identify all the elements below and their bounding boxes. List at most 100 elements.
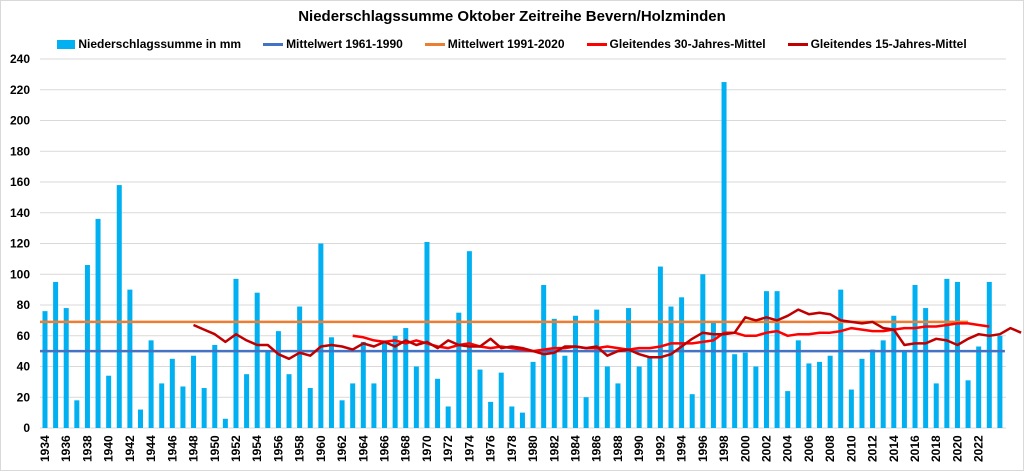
bar-2004 (785, 391, 791, 428)
x-tick-label: 2014 (887, 435, 901, 462)
bar-1972 (445, 406, 451, 428)
bar-1995 (689, 394, 695, 428)
bar-1979 (519, 412, 525, 428)
legend-swatch-bars (57, 39, 76, 49)
moving-average-15yr-line (193, 308, 1022, 361)
bar-2018 (933, 383, 939, 428)
bar-1945 (159, 383, 165, 428)
bar-1966 (382, 340, 388, 428)
bar-2010 (848, 389, 854, 428)
y-tick-label: 220 (10, 83, 30, 97)
x-tick-label: 1956 (271, 435, 285, 462)
chart-legend: Niederschlagssumme in mm Mittelwert 1961… (0, 37, 1024, 51)
legend-item-15yr-moving-average: Gleitendes 15-Jahres-Mittel (787, 37, 967, 51)
x-tick-label: 1992 (653, 435, 667, 462)
y-tick-label: 40 (17, 360, 31, 374)
x-tick-label: 1952 (229, 435, 243, 462)
x-tick-label: 2010 (844, 435, 858, 462)
bar-2012 (870, 349, 876, 428)
bar-1960 (318, 243, 324, 428)
x-tick-label: 1938 (80, 435, 94, 462)
bar-1952 (233, 278, 239, 428)
bar-2009 (838, 289, 844, 428)
bar-1984 (573, 315, 578, 428)
bar-1939 (95, 218, 101, 428)
legend-label: Gleitendes 15-Jahres-Mittel (810, 37, 967, 51)
bar-1954 (254, 292, 260, 428)
bar-1998 (721, 82, 727, 428)
y-tick-label: 100 (10, 267, 30, 281)
x-tick-label: 1982 (547, 435, 561, 462)
x-tick-label: 1986 (590, 435, 604, 462)
bar-1949 (201, 388, 207, 428)
x-tick-label: 1998 (717, 435, 731, 462)
bar-2016 (912, 285, 918, 428)
bar-1938 (84, 265, 90, 428)
legend-label: Mittelwert 1991-2020 (447, 37, 565, 51)
bar-1935 (53, 281, 59, 428)
bar-2000 (742, 352, 748, 428)
bar-1951 (222, 418, 228, 428)
y-tick-label: 140 (10, 206, 30, 220)
x-tick-label: 1966 (378, 435, 392, 462)
bar-2003 (774, 291, 780, 428)
bar-1974 (466, 251, 472, 428)
bar-1983 (562, 355, 568, 428)
x-tick-label: 2006 (802, 435, 816, 462)
bar-1986 (594, 309, 600, 428)
bar-1937 (74, 400, 80, 428)
y-tick-label: 120 (10, 237, 30, 251)
x-tick-label: 2018 (929, 435, 943, 462)
x-tick-label: 1984 (569, 435, 583, 462)
y-tick-label: 160 (10, 175, 30, 189)
y-tick-label: 180 (10, 144, 30, 158)
y-tick-label: 20 (17, 390, 31, 404)
bar-1947 (180, 386, 186, 428)
x-tick-label: 1946 (165, 435, 179, 462)
x-tick-label: 2020 (950, 435, 964, 462)
bar-1982 (551, 318, 557, 428)
bar-2007 (817, 361, 823, 428)
bar-1963 (350, 383, 356, 428)
legend-label: Niederschlagssumme in mm (78, 37, 242, 51)
bar-2015 (901, 351, 907, 428)
x-tick-label: 1962 (335, 435, 349, 462)
bar-1977 (498, 372, 504, 428)
x-tick-label: 1974 (462, 435, 476, 462)
x-tick-label: 2004 (781, 435, 795, 462)
bar-1988 (615, 383, 621, 428)
bar-1953 (244, 374, 250, 428)
bar-1997 (710, 321, 716, 428)
bar-2017 (923, 308, 929, 428)
bar-2020 (954, 281, 960, 428)
bar-1969 (413, 366, 419, 428)
legend-item-mean-1961-1990: Mittelwert 1961-1990 (263, 37, 403, 51)
x-tick-label: 2022 (972, 435, 986, 462)
bar-1950 (212, 344, 218, 428)
bar-2006 (806, 363, 812, 428)
bar-2023 (986, 281, 992, 428)
y-tick-label: 200 (10, 114, 30, 128)
bar-1936 (63, 308, 69, 428)
bar-2013 (880, 340, 886, 428)
bar-1975 (477, 369, 483, 428)
bar-1962 (339, 400, 345, 428)
y-tick-label: 0 (23, 421, 30, 435)
bar-1993 (668, 306, 674, 428)
y-tick-label: 60 (17, 329, 31, 343)
bar-1980 (530, 361, 536, 428)
bar-1976 (488, 401, 494, 428)
x-tick-label: 1996 (696, 435, 710, 462)
bar-1961 (328, 337, 334, 428)
y-tick-label: 80 (17, 298, 31, 312)
x-tick-label: 2008 (823, 435, 837, 462)
x-tick-label: 1968 (399, 435, 413, 462)
legend-swatch-mean-1991-2020 (424, 42, 445, 46)
x-tick-label: 1960 (314, 435, 328, 462)
x-tick-label: 1934 (38, 435, 52, 462)
x-tick-label: 2012 (866, 435, 880, 462)
bar-1991 (647, 357, 653, 428)
bar-1968 (403, 328, 409, 428)
bar-1985 (583, 397, 589, 428)
